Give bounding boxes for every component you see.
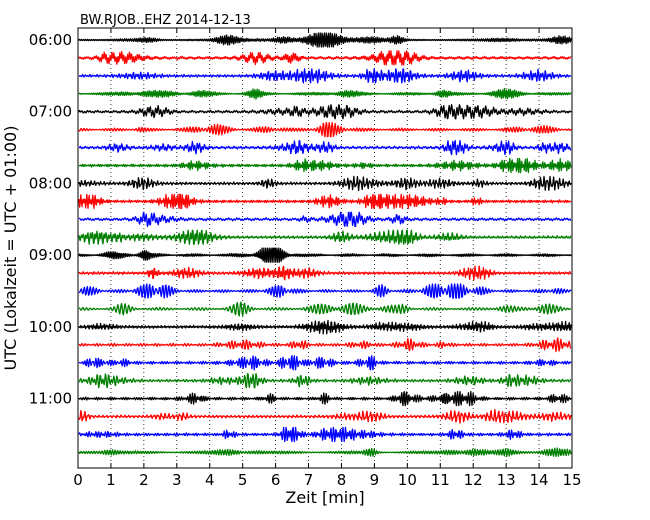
seismic-trace	[78, 175, 572, 192]
seismic-trace	[78, 211, 572, 227]
x-tick-label: 5	[238, 471, 248, 489]
x-tick-label: 12	[464, 471, 483, 489]
seismic-trace	[78, 319, 572, 335]
x-tick-label: 3	[172, 471, 182, 489]
x-axis: 0 1 2 3 4 5 6 7 8 9 10 11 12 13 14 15	[73, 28, 582, 489]
seismic-trace	[78, 373, 572, 389]
x-tick-label: 1	[106, 471, 116, 489]
x-tick-label: 0	[73, 471, 83, 489]
seismic-trace	[78, 337, 572, 353]
chart-title: BW.RJOB..EHZ 2014-12-13	[80, 13, 251, 28]
seismic-trace	[78, 32, 572, 48]
y-tick-label: 09:00	[29, 246, 72, 264]
seismic-trace	[78, 447, 572, 458]
seismic-trace	[78, 426, 572, 443]
seismic-trace	[78, 265, 572, 281]
x-axis-label: Zeit [min]	[285, 488, 364, 507]
seismic-trace	[78, 104, 572, 120]
y-tick-label: 11:00	[29, 390, 72, 408]
seismic-trace	[78, 122, 572, 138]
x-tick-label: 8	[337, 471, 347, 489]
seismic-trace	[78, 193, 572, 210]
seismic-trace	[78, 139, 572, 156]
y-tick-label: 08:00	[29, 174, 72, 192]
seismic-trace	[78, 301, 572, 317]
seismic-trace	[78, 355, 572, 371]
y-axis: 06:00 07:00 08:00 09:00 10:00 11:00	[29, 31, 572, 408]
seismic-trace	[78, 68, 572, 84]
plot-frame	[77, 27, 573, 469]
seismic-trace	[78, 229, 572, 245]
y-tick-label: 10:00	[29, 318, 72, 336]
x-tick-label: 15	[562, 471, 581, 489]
x-tick-label: 7	[304, 471, 314, 489]
x-tick-label: 9	[370, 471, 380, 489]
x-tick-label: 14	[530, 471, 549, 489]
seismic-trace	[78, 390, 572, 407]
y-axis-label: UTC (Lokalzeit = UTC + 01:00)	[1, 126, 20, 371]
seismic-trace	[78, 247, 572, 263]
seismic-trace	[78, 87, 572, 100]
x-tick-label: 2	[139, 471, 149, 489]
x-tick-label: 13	[497, 471, 516, 489]
seismic-trace	[78, 157, 572, 174]
x-tick-label: 6	[271, 471, 281, 489]
seismic-trace	[78, 50, 572, 66]
seismic-trace	[78, 283, 572, 299]
y-tick-label: 07:00	[29, 103, 72, 121]
seismic-trace	[78, 408, 572, 424]
y-tick-label: 06:00	[29, 31, 72, 49]
x-tick-label: 11	[431, 471, 450, 489]
x-tick-label: 4	[205, 471, 215, 489]
x-tick-label: 10	[398, 471, 417, 489]
trace-group	[78, 32, 572, 458]
